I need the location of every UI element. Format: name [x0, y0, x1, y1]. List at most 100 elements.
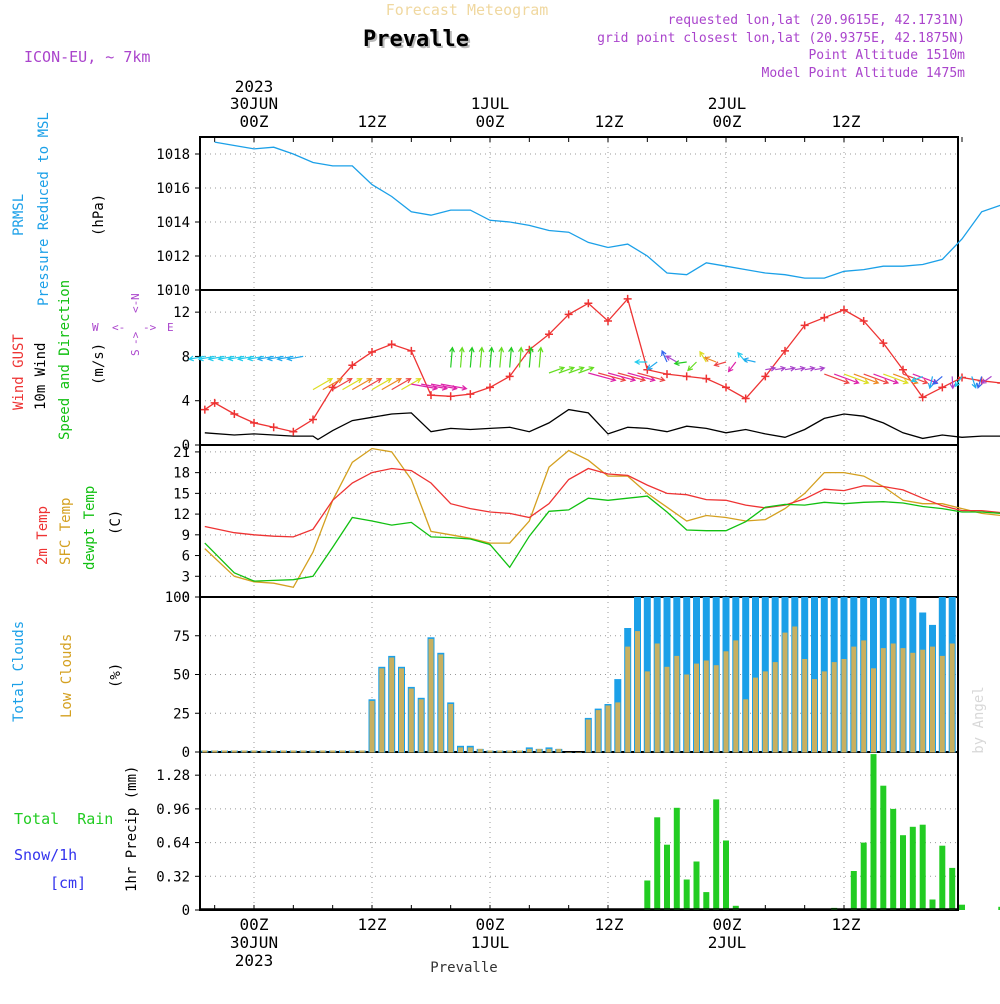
wind-direction-arrow [794, 365, 806, 372]
gust-point [820, 313, 829, 322]
wind-direction-arrow [673, 360, 687, 366]
compass-arrow-w: <- [112, 321, 125, 334]
model-altitude: Model Point Altitude 1475m [762, 66, 966, 81]
low-cloud-bar [566, 752, 572, 753]
low-cloud-bar [605, 705, 611, 753]
bottom-hour-2: 12Z [358, 915, 387, 934]
wind-direction-arrow [699, 350, 707, 363]
low-cloud-bar [880, 648, 886, 753]
compass-n: N [129, 293, 142, 300]
bottom-hour-5: 00Z [713, 915, 742, 934]
gust-point [427, 391, 435, 400]
gust-point [702, 374, 711, 383]
rain-bar [949, 867, 956, 910]
y-tick-label: 1014 [156, 215, 190, 231]
gust-point [741, 394, 750, 403]
total-cloud-bar [811, 597, 818, 753]
compass-s: S [129, 349, 142, 356]
wind-direction-arrow [949, 376, 956, 390]
top-day-1: 30JUN [230, 94, 278, 113]
wind-direction-arrow [980, 375, 992, 384]
wind-direction-arrow [932, 375, 943, 385]
rain-bar [900, 835, 906, 910]
panel-frame [199, 751, 959, 911]
gust-point [486, 383, 494, 392]
gust-point [840, 305, 848, 314]
wind-dir-label: Speed and Direction [57, 280, 73, 440]
low-cloud-bar [428, 638, 434, 753]
low-cloud-bar [703, 660, 709, 753]
rain-bar [939, 845, 946, 910]
prmsl-unit: (hPa) [91, 194, 107, 236]
wind-direction-arrow [873, 373, 900, 385]
low-cloud-bar [330, 750, 336, 753]
total-clouds-label: Total Clouds [11, 621, 27, 722]
snow-label: Snow/1h [14, 846, 77, 864]
y-tick-label: 0.96 [156, 802, 190, 818]
temp2m-label: 2m Temp [35, 506, 51, 565]
wind-direction-arrow [478, 346, 485, 368]
y-tick-label: 12 [173, 507, 190, 523]
gust-point [564, 310, 573, 319]
low-cloud-bar [802, 659, 808, 753]
rain-bar [919, 824, 926, 910]
y-tick-label: 0 [182, 438, 190, 454]
gust-point [348, 361, 357, 370]
snow-unit-label: [cm] [50, 874, 86, 892]
panel-1: 1010 1012 1014 1016 1018 [156, 136, 959, 299]
wind-direction-arrow [312, 377, 334, 391]
y-tick-label: 1012 [156, 249, 190, 265]
bottom-day-2: 1JUL [471, 933, 510, 952]
low-cloud-bar [546, 748, 552, 753]
y-tick-label: 0 [182, 903, 190, 919]
low-cloud-bar [900, 648, 906, 753]
wind-direction-arrow [824, 373, 850, 385]
prmsl-desc-label: Pressure Reduced to MSL [36, 112, 52, 306]
low-cloud-bar [438, 654, 444, 753]
wind-direction-arrow [548, 366, 566, 374]
wind-direction-arrow [488, 346, 495, 368]
rain-bar [890, 808, 897, 910]
low-cloud-bar [290, 750, 296, 753]
low-cloud-bar [910, 652, 916, 753]
low-cloud-bar [841, 659, 847, 753]
low-cloud-bar [615, 702, 621, 753]
wind-label: 10m Wind [33, 343, 49, 410]
wind-direction-arrow [527, 346, 534, 368]
low-cloud-bar [654, 643, 660, 753]
rain-bar [732, 905, 739, 910]
total-cloud-bar [752, 597, 759, 753]
low-cloud-bar [271, 750, 277, 753]
compass-arrow-n: <- [129, 300, 142, 313]
y-tick-label: 1016 [156, 181, 190, 197]
wind-direction-arrow [537, 346, 544, 368]
gust-point [230, 410, 239, 418]
panel-4: 0 25 50 75 100 [165, 590, 959, 761]
wind-direction-arrow [863, 373, 890, 385]
low-cloud-bar [890, 643, 896, 753]
gust-point [623, 294, 632, 303]
low-cloud-bar [930, 646, 935, 753]
top-hour-6: 12Z [832, 112, 861, 131]
low-cloud-bar [694, 663, 699, 753]
gust-point [604, 317, 612, 325]
low-cloud-bar [812, 679, 817, 753]
low-cloud-bar [772, 662, 778, 753]
gust-line [204, 297, 1000, 433]
low-cloud-bar [635, 631, 640, 753]
low-cloud-bar [851, 646, 857, 753]
rain-bar [998, 906, 1000, 910]
y-tick-label: 4 [182, 394, 190, 410]
bottom-hour-3: 00Z [476, 915, 505, 934]
gust-point [210, 398, 219, 407]
wind-direction-arrow [391, 377, 412, 391]
rain-bar [654, 817, 661, 910]
low-cloud-bar [733, 640, 739, 753]
rain-bar [713, 799, 720, 910]
y-tick-label: 15 [173, 486, 190, 502]
precip-unit: 1hr Precip (mm) [124, 766, 140, 892]
bottom-hour-4: 12Z [595, 915, 624, 934]
low-cloud-bar [418, 699, 424, 753]
